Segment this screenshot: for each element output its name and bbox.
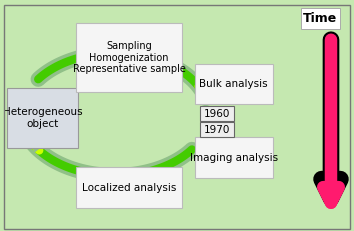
FancyBboxPatch shape [76, 23, 182, 92]
Text: Heterogeneous
object: Heterogeneous object [3, 107, 82, 129]
FancyBboxPatch shape [200, 122, 234, 137]
Text: Time: Time [303, 12, 337, 25]
Text: Imaging analysis: Imaging analysis [190, 153, 278, 163]
FancyBboxPatch shape [195, 64, 273, 104]
FancyBboxPatch shape [7, 88, 78, 148]
FancyBboxPatch shape [195, 137, 273, 178]
FancyBboxPatch shape [76, 167, 182, 208]
FancyBboxPatch shape [301, 7, 340, 29]
Text: 1970: 1970 [204, 125, 230, 135]
Text: Sampling
Homogenization
Representative sample: Sampling Homogenization Representative s… [73, 41, 185, 74]
Text: 1960: 1960 [204, 109, 230, 119]
Text: Localized analysis: Localized analysis [82, 183, 176, 193]
Text: Bulk analysis: Bulk analysis [199, 79, 268, 89]
FancyBboxPatch shape [200, 106, 234, 121]
